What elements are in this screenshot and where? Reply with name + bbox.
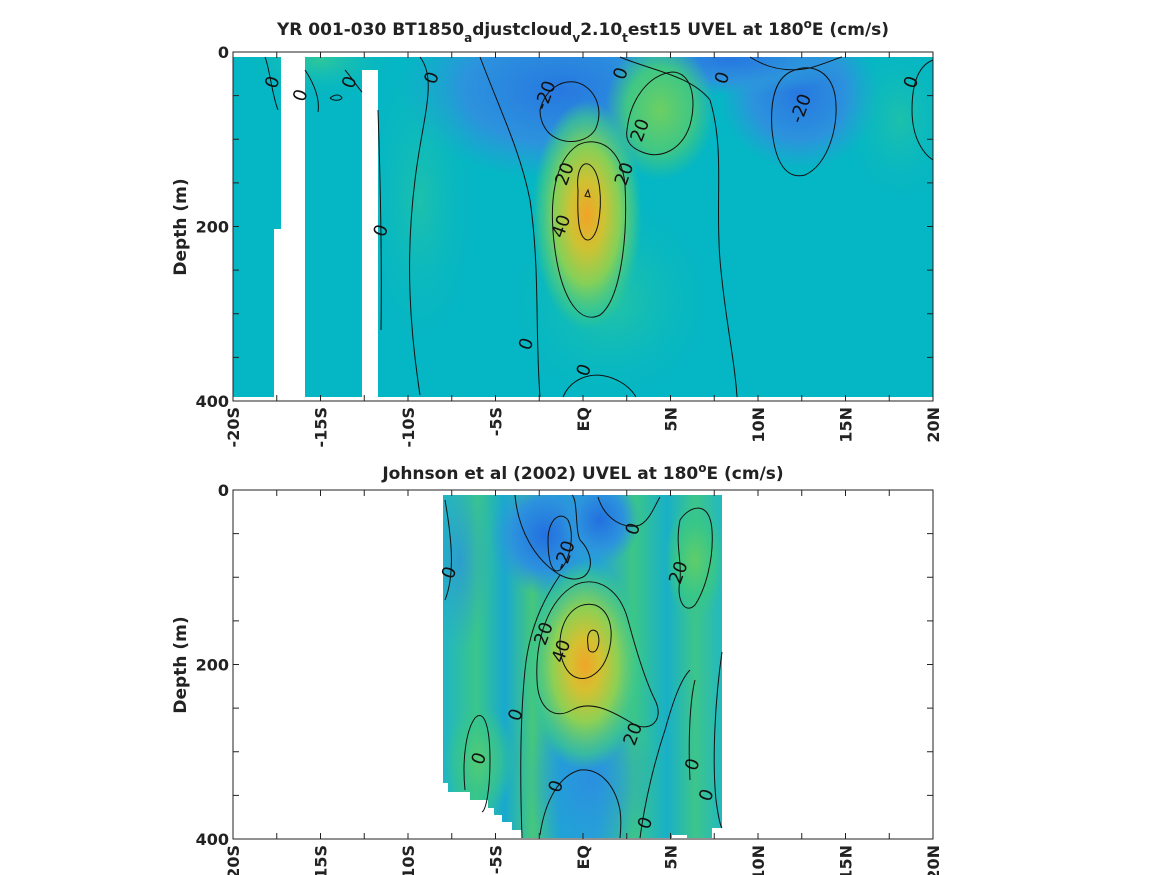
x-tick-label: 15N	[837, 407, 856, 443]
x-tick-label: -20S	[224, 407, 243, 447]
contour-0	[329, 94, 343, 101]
x-tick-label: 15N	[837, 845, 856, 875]
contour-0	[597, 496, 661, 527]
y-tick-label: 400	[196, 830, 229, 849]
title-part: a	[464, 31, 472, 45]
title-part: o	[698, 461, 706, 475]
x-tick-label: -20S	[224, 845, 243, 875]
missing-data-gap	[362, 70, 378, 397]
contour-0	[304, 69, 319, 113]
x-tick-label: -5S	[487, 407, 506, 436]
x-tick-label: 20N	[924, 845, 943, 875]
y-axis-label-2: Depth (m)	[171, 616, 191, 713]
x-tick-label: -15S	[312, 407, 331, 447]
title-part: E (cm/s)	[812, 20, 889, 40]
contour-neg20	[539, 81, 600, 142]
shoulder-region	[360, 57, 480, 360]
contour-20	[536, 581, 659, 728]
x-tick-label: 5N	[662, 407, 681, 432]
y-tick-label: 0	[218, 43, 229, 62]
contour-0	[377, 109, 382, 331]
ticks-2	[232, 489, 934, 840]
title-part: YR 001-030 BT1850	[276, 20, 464, 40]
y-tick-label: 200	[196, 218, 229, 237]
contour-20	[626, 71, 694, 156]
contour-40	[584, 188, 591, 198]
chart-title-1: YR 001-030 BT1850adjustcloudv2.10test15 …	[276, 17, 889, 45]
title-part: t	[622, 31, 628, 45]
eastward-region	[445, 705, 515, 815]
contour-40	[587, 629, 600, 653]
contour-0	[409, 56, 429, 396]
y-tick-labels-1: 0 200 400	[196, 43, 229, 411]
x-tick-label: 5N	[662, 845, 681, 870]
title-part: E (cm/s)	[706, 464, 783, 484]
contour-20	[677, 507, 713, 609]
westward-region	[560, 495, 640, 565]
heatmap-field-1	[233, 57, 933, 397]
title-part: 2.10	[580, 20, 622, 40]
title-part: djustcloud	[472, 20, 572, 40]
x-tick-labels-1: -20S -15S -10S -5S EQ 5N 10N 15N 20N	[224, 407, 943, 447]
contour-lines-1	[264, 56, 934, 398]
contour-40	[559, 603, 612, 679]
contour-40	[577, 163, 601, 241]
contour-0	[444, 499, 452, 601]
contour-0	[264, 56, 279, 111]
title-part: o	[804, 17, 812, 31]
contour-0	[479, 56, 541, 398]
contour-0	[619, 56, 738, 398]
title-part: Johnson et al (2002) UVEL at 180	[381, 464, 698, 484]
x-tick-label: -10S	[399, 845, 418, 875]
y-tick-label: 400	[196, 392, 229, 411]
ticks-1	[232, 51, 934, 402]
title-part: v	[572, 31, 580, 45]
contour-0	[688, 679, 696, 781]
contour-0	[713, 651, 723, 829]
x-tick-label: -15S	[312, 845, 331, 875]
title-part: est15 UVEL at 180	[628, 20, 804, 40]
eastward-core	[525, 560, 645, 770]
contour-0	[463, 715, 491, 813]
missing-data-gap	[274, 229, 282, 397]
missing-data-gap	[288, 57, 298, 65]
heatmap-field-2	[443, 495, 722, 838]
x-tick-label: -10S	[399, 407, 418, 447]
deep-westward-region	[443, 495, 490, 650]
contour-20	[551, 141, 627, 318]
y-axis-label-1: Depth (m)	[171, 178, 191, 275]
x-tick-label: 20N	[924, 407, 943, 443]
contour-0	[344, 69, 363, 93]
contour-neg20	[771, 67, 837, 177]
x-tick-label: 10N	[749, 407, 768, 443]
y-tick-label: 200	[196, 656, 229, 675]
contour-0	[539, 769, 622, 839]
x-tick-label: EQ	[574, 407, 593, 432]
contour-lines-2	[444, 494, 723, 839]
y-tick-label: 0	[218, 481, 229, 500]
contour-0	[514, 494, 591, 580]
eastward-region	[605, 57, 715, 180]
contour-0	[520, 574, 561, 839]
missing-data-gap	[281, 57, 305, 397]
x-tick-label: 10N	[749, 845, 768, 875]
contour-0	[562, 374, 637, 398]
contour-0	[911, 59, 934, 161]
y-tick-labels-2: 0 200 400	[196, 481, 229, 849]
contour-0	[639, 669, 691, 839]
chart-title-2: Johnson et al (2002) UVEL at 180oE (cm/s…	[381, 461, 783, 484]
x-tick-label: EQ	[574, 845, 593, 870]
x-tick-labels-2: -20S -15S -10S -5S EQ 5N 10N 15N 20N	[224, 845, 943, 875]
contour-neg20	[547, 515, 572, 572]
x-tick-label: -5S	[487, 845, 506, 874]
eastward-region	[665, 500, 722, 620]
shoulder-region	[840, 57, 933, 210]
